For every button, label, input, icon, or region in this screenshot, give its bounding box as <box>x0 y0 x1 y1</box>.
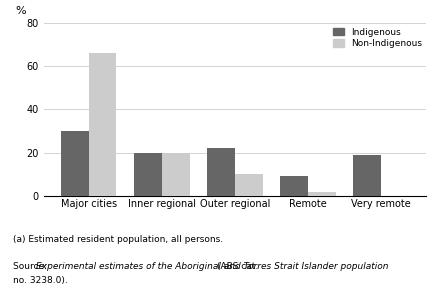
Bar <box>307 192 335 196</box>
Bar <box>234 174 262 196</box>
Legend: Indigenous, Non-Indigenous: Indigenous, Non-Indigenous <box>332 28 421 48</box>
Text: (a) Estimated resident population, all persons.: (a) Estimated resident population, all p… <box>13 235 223 244</box>
Y-axis label: %: % <box>15 6 26 16</box>
Bar <box>161 153 189 196</box>
Text: (ABS cat.: (ABS cat. <box>217 262 258 271</box>
Bar <box>61 131 89 196</box>
Bar <box>89 53 116 196</box>
Text: Source:: Source: <box>13 262 50 271</box>
Text: Experimental estimates of the Aboriginal and Torres Strait Islander population: Experimental estimates of the Aboriginal… <box>36 262 388 271</box>
Text: no. 3238.0).: no. 3238.0). <box>13 276 68 285</box>
Bar <box>134 153 161 196</box>
Bar <box>279 176 307 196</box>
Bar <box>352 155 380 196</box>
Bar <box>207 148 234 196</box>
